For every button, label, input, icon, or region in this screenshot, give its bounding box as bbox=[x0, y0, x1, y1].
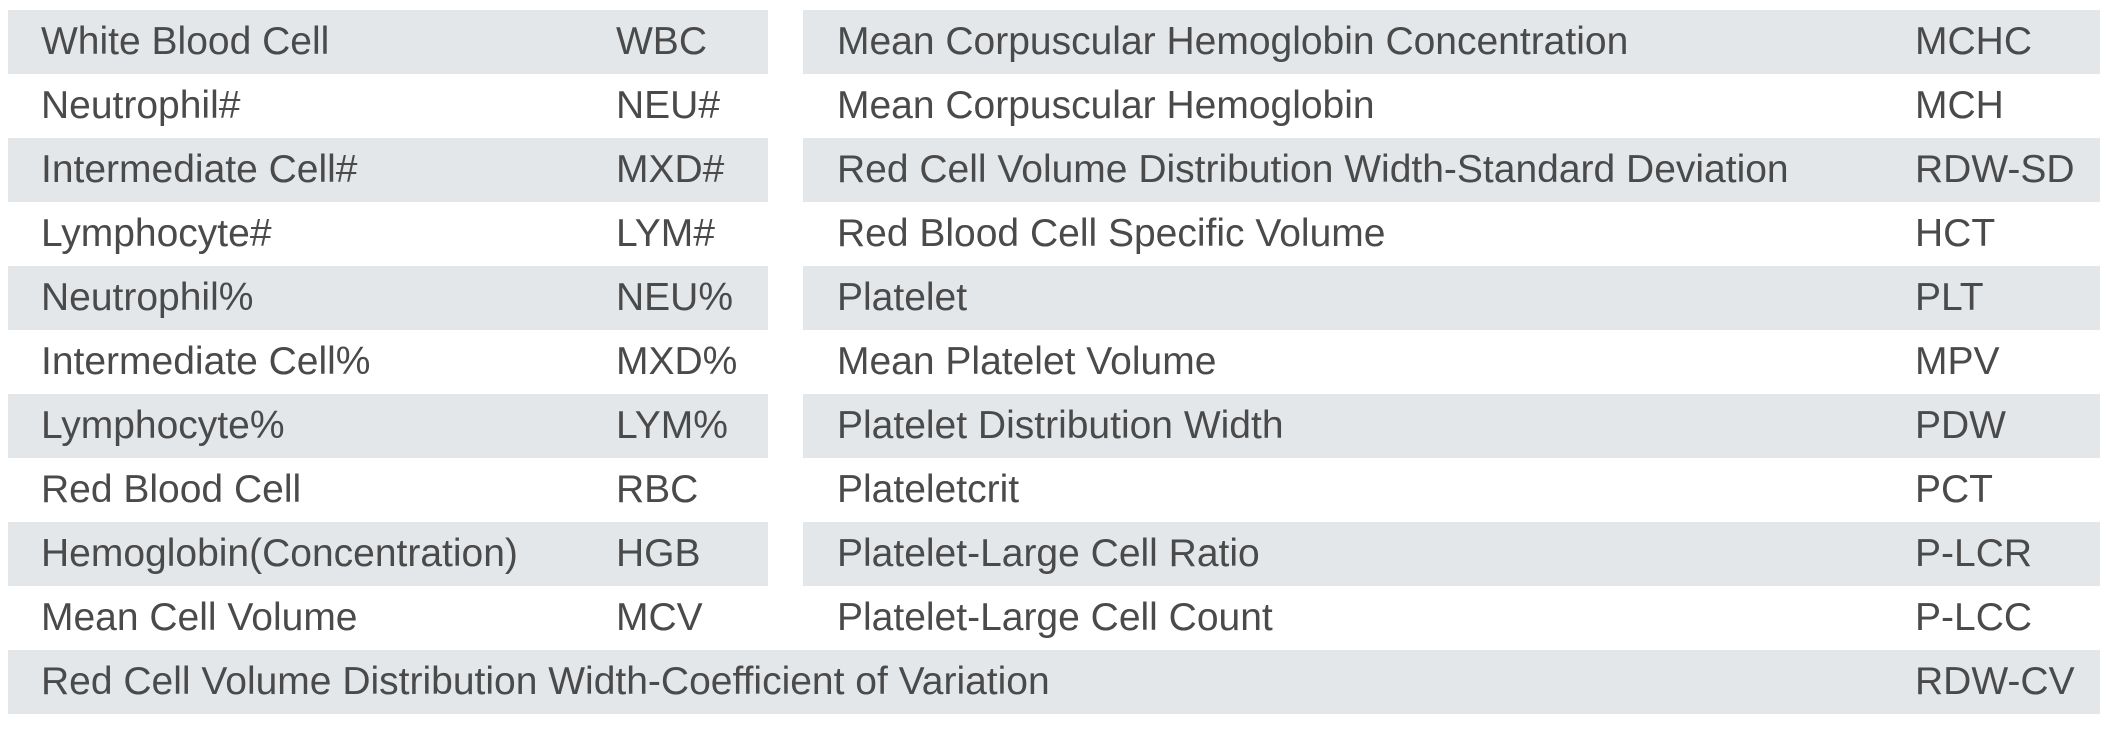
left-parameter-name: Intermediate Cell% bbox=[41, 340, 371, 383]
right-parameter-name: Red Blood Cell Specific Volume bbox=[837, 212, 1386, 255]
right-parameter-abbr: PDW bbox=[1915, 404, 2006, 447]
table-row: Mean Cell Volume MCV Platelet-Large Cell… bbox=[8, 586, 2100, 650]
left-parameter-name: Lymphocyte% bbox=[41, 404, 285, 447]
row-shade-right bbox=[803, 138, 2100, 202]
right-parameter-abbr: PCT bbox=[1915, 468, 1993, 511]
left-parameter-name: White Blood Cell bbox=[41, 20, 330, 63]
left-parameter-abbr: LYM% bbox=[616, 404, 728, 447]
row-shade-right bbox=[803, 522, 2100, 586]
right-parameter-abbr: HCT bbox=[1915, 212, 1996, 255]
row-shade-left bbox=[8, 266, 768, 330]
right-parameter-name: Plateletcrit bbox=[837, 468, 1020, 511]
left-parameter-abbr: MXD% bbox=[616, 340, 738, 383]
right-parameter-abbr: PLT bbox=[1915, 276, 1984, 319]
left-parameter-abbr: NEU# bbox=[616, 84, 721, 127]
table-row: Intermediate Cell# MXD# Red Cell Volume … bbox=[8, 138, 2100, 202]
right-parameter-name: Mean Corpuscular Hemoglobin bbox=[837, 84, 1375, 127]
left-parameter-abbr: HGB bbox=[616, 532, 701, 575]
left-parameter-abbr: NEU% bbox=[616, 276, 734, 319]
right-parameter-abbr: MCH bbox=[1915, 84, 2004, 127]
table-row-full-width: Red Cell Volume Distribution Width-Coeff… bbox=[8, 650, 2100, 714]
right-parameter-abbr: MPV bbox=[1915, 340, 2000, 383]
right-parameter-abbr: P-LCR bbox=[1915, 532, 2033, 575]
right-parameter-name: Red Cell Volume Distribution Width-Stand… bbox=[837, 148, 1789, 191]
left-parameter-name: Neutrophil# bbox=[41, 84, 241, 127]
table-row: Intermediate Cell% MXD% Mean Platelet Vo… bbox=[8, 330, 2100, 394]
table-row: White Blood Cell WBC Mean Corpuscular He… bbox=[8, 10, 2100, 74]
last-parameter-abbr: RDW-CV bbox=[1915, 660, 2075, 703]
left-parameter-name: Neutrophil% bbox=[41, 276, 254, 319]
last-parameter-name: Red Cell Volume Distribution Width-Coeff… bbox=[41, 660, 1050, 703]
right-parameter-name: Platelet Distribution Width bbox=[837, 404, 1284, 447]
table-row: Lymphocyte# LYM# Red Blood Cell Specific… bbox=[8, 202, 2100, 266]
left-parameter-abbr: MCV bbox=[616, 596, 703, 639]
row-shade-full bbox=[8, 650, 2100, 714]
parameter-table: White Blood Cell WBC Mean Corpuscular He… bbox=[8, 10, 2100, 730]
left-parameter-abbr: WBC bbox=[616, 20, 707, 63]
right-parameter-abbr: MCHC bbox=[1915, 20, 2032, 63]
right-parameter-name: Platelet bbox=[837, 276, 968, 319]
right-parameter-abbr: RDW-SD bbox=[1915, 148, 2075, 191]
row-shade-right bbox=[803, 266, 2100, 330]
left-parameter-name: Hemoglobin(Concentration) bbox=[41, 532, 518, 575]
row-shade-left bbox=[8, 394, 768, 458]
row-shade-left bbox=[8, 522, 768, 586]
left-parameter-name: Mean Cell Volume bbox=[41, 596, 358, 639]
right-parameter-name: Platelet-Large Cell Ratio bbox=[837, 532, 1260, 575]
left-parameter-name: Lymphocyte# bbox=[41, 212, 272, 255]
left-parameter-name: Red Blood Cell bbox=[41, 468, 302, 511]
row-shade-right bbox=[803, 10, 2100, 74]
right-parameter-name: Platelet-Large Cell Count bbox=[837, 596, 1273, 639]
table-row: Hemoglobin(Concentration) HGB Platelet-L… bbox=[8, 522, 2100, 586]
left-parameter-name: Intermediate Cell# bbox=[41, 148, 358, 191]
left-parameter-abbr: MXD# bbox=[616, 148, 725, 191]
row-shade-left bbox=[8, 138, 768, 202]
row-shade-right bbox=[803, 394, 2100, 458]
row-shade-left bbox=[8, 10, 768, 74]
table-row: Neutrophil# NEU# Mean Corpuscular Hemogl… bbox=[8, 74, 2100, 138]
table-row: Neutrophil% NEU% Platelet PLT bbox=[8, 266, 2100, 330]
table-row: Red Blood Cell RBC Plateletcrit PCT bbox=[8, 458, 2100, 522]
right-parameter-name: Mean Corpuscular Hemoglobin Concentratio… bbox=[837, 20, 1629, 63]
left-parameter-abbr: LYM# bbox=[616, 212, 715, 255]
right-parameter-name: Mean Platelet Volume bbox=[837, 340, 1217, 383]
right-parameter-abbr: P-LCC bbox=[1915, 596, 2033, 639]
table-row: Lymphocyte% LYM% Platelet Distribution W… bbox=[8, 394, 2100, 458]
left-parameter-abbr: RBC bbox=[616, 468, 699, 511]
